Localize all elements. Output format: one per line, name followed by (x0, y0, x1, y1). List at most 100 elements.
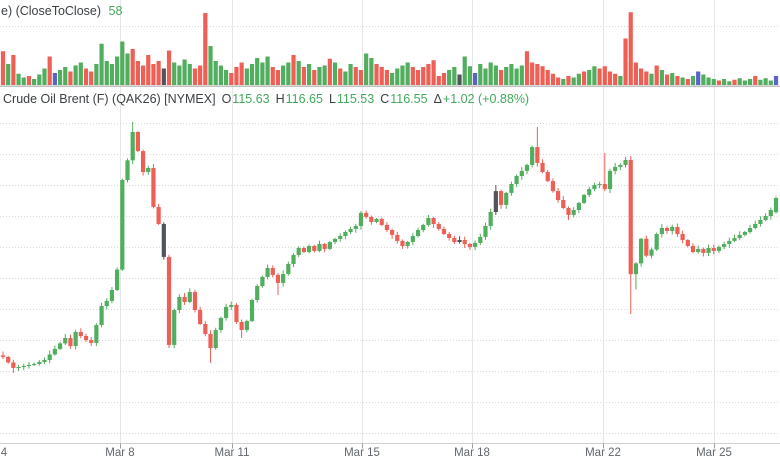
volume-bar (223, 70, 229, 85)
volume-bar (711, 79, 716, 85)
volume-indicator-label: e) (CloseToClose) (1, 4, 102, 18)
volume-bar (701, 74, 706, 85)
volume-bar (732, 79, 737, 85)
candle (426, 218, 431, 225)
candle (670, 226, 675, 231)
candle (680, 234, 685, 241)
candle (561, 200, 566, 209)
volume-bar (317, 67, 322, 85)
candle (223, 306, 229, 319)
candle (649, 249, 654, 256)
volume-bar (63, 67, 68, 85)
volume-bar (0, 51, 6, 85)
volume-bar (244, 68, 249, 85)
candle (0, 355, 6, 357)
volume-bar (11, 55, 16, 85)
candle (255, 286, 260, 301)
volume-bar (737, 78, 742, 85)
volume-bar (255, 58, 260, 85)
volume-bar (208, 46, 213, 85)
volume-indicator-legend[interactable]: e) (CloseToClose) 58 (1, 4, 122, 18)
candle (581, 194, 587, 203)
candle (338, 236, 343, 239)
candle (198, 310, 203, 325)
volume-bar (99, 43, 104, 85)
volume-bar (462, 56, 467, 85)
volume-bar (472, 73, 478, 85)
volume-bar (379, 67, 384, 85)
volume-bar (597, 68, 602, 85)
open-value: 115.63 (232, 92, 270, 106)
candle (26, 364, 32, 367)
candle (177, 296, 182, 311)
candle (467, 244, 473, 247)
candle (488, 212, 493, 227)
candle (405, 242, 410, 247)
volume-bar (768, 80, 773, 85)
volume-bar (130, 49, 135, 85)
volume-bar (431, 60, 436, 85)
volume-bar (6, 64, 11, 85)
candle (317, 244, 322, 251)
volume-bar (52, 73, 57, 85)
volume-bar (109, 64, 115, 85)
candle (462, 240, 467, 245)
time-axis[interactable]: 4 Mar 8 Mar 11 Mar 15 Mar 18 Mar 22 Mar 25 (0, 447, 780, 467)
candle (270, 268, 275, 275)
candle (732, 238, 737, 241)
candle (306, 246, 312, 253)
candle (763, 216, 768, 221)
candle (353, 226, 358, 229)
volume-bar (685, 79, 690, 85)
volume-bar (68, 71, 73, 85)
candle (156, 206, 161, 225)
volume-bar (519, 65, 524, 85)
volume-bar (338, 68, 343, 85)
candle (374, 218, 379, 223)
candle (369, 216, 374, 223)
candle (161, 224, 166, 257)
candle (192, 292, 198, 311)
volume-bar (177, 65, 182, 85)
candle (348, 228, 353, 233)
volume-bar (115, 56, 120, 85)
candle (140, 151, 146, 172)
volume-bar (436, 76, 441, 85)
volume-bar (353, 67, 358, 85)
volume-bar (249, 64, 255, 85)
volume-bar (400, 65, 405, 85)
volume-bar (296, 61, 301, 85)
candle (260, 276, 265, 287)
volume-bar (550, 73, 556, 85)
candle (57, 343, 63, 349)
volume-bar (291, 55, 296, 85)
candle (94, 325, 99, 343)
candle (83, 336, 89, 341)
candle (343, 232, 348, 237)
volume-bar (561, 79, 566, 85)
candle (696, 248, 701, 253)
volume-bar (426, 64, 431, 85)
symbol-legend[interactable]: Crude Oil Brent (F) (QAK26) [NYMEX] O115.… (3, 92, 529, 106)
volume-bar (161, 68, 166, 85)
candle (73, 332, 78, 347)
candle (690, 246, 696, 253)
volume-bar (478, 64, 483, 85)
candle (99, 306, 104, 326)
volume-bar (374, 64, 379, 85)
volume-bar (581, 71, 587, 85)
volume-bar (89, 71, 94, 85)
candle (639, 238, 644, 264)
candle (265, 268, 270, 277)
candle (410, 236, 415, 243)
volume-bar (758, 79, 763, 85)
candle (187, 292, 192, 303)
volume-bar (488, 62, 493, 85)
volume-bar (57, 70, 63, 85)
candle (52, 348, 57, 355)
x-axis-label: Mar 18 (454, 447, 490, 459)
candle (275, 274, 281, 283)
delta-value: +1.02 (+0.88%) (442, 92, 530, 106)
volume-bar (156, 61, 161, 85)
